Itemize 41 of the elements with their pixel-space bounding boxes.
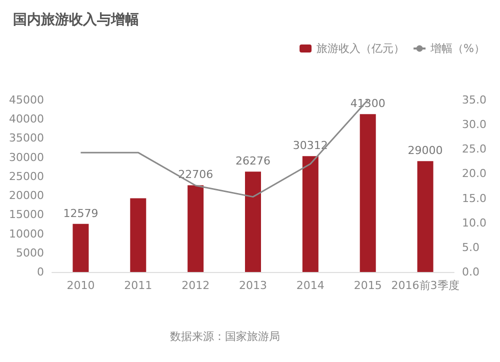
y2-tick-label: 20.0 bbox=[462, 167, 486, 180]
legend-label: 增幅（%） bbox=[430, 42, 485, 55]
y2-tick-label: 10.0 bbox=[462, 216, 486, 230]
data-label: 12579 bbox=[63, 206, 98, 220]
y-tick-label: 40000 bbox=[9, 112, 44, 126]
y2-tick-label: 5.0 bbox=[462, 240, 480, 254]
y2-tick-label: 15.0 bbox=[462, 192, 486, 205]
data-label: 26276 bbox=[236, 154, 270, 168]
x-tick-label: 2014 bbox=[296, 279, 324, 292]
y-tick-label: 20000 bbox=[9, 189, 44, 202]
y2-tick-label: 0.0 bbox=[462, 266, 480, 278]
x-tick-label: 2015 bbox=[354, 279, 382, 292]
bar bbox=[360, 114, 376, 272]
bar bbox=[245, 172, 261, 272]
y-tick-label: 15000 bbox=[9, 208, 44, 222]
y2-tick-label: 30.0 bbox=[462, 118, 486, 132]
data-label: 29000 bbox=[408, 144, 443, 158]
bar bbox=[302, 156, 318, 272]
bar bbox=[72, 224, 89, 272]
y-tick-label: 45000 bbox=[9, 94, 44, 106]
x-tick-label: 2013 bbox=[239, 279, 267, 292]
y-tick-label: 35000 bbox=[9, 132, 44, 145]
y-tick-label: 30000 bbox=[9, 150, 44, 164]
bar bbox=[417, 161, 434, 272]
data-label: 22706 bbox=[178, 168, 214, 182]
legend-label: 旅游收入（亿元） bbox=[316, 42, 405, 55]
x-tick-label: 2016前3季度 bbox=[391, 279, 460, 292]
data-label: 30312 bbox=[292, 139, 328, 152]
y2-tick-label: 25.0 bbox=[462, 142, 486, 156]
y-tick-label: 0 bbox=[37, 266, 44, 278]
y-tick-label: 10000 bbox=[9, 227, 44, 240]
chart-title: 国内旅游收入与增幅 bbox=[13, 12, 139, 28]
bar bbox=[188, 185, 204, 272]
x-tick-label: 2011 bbox=[124, 279, 152, 292]
bar bbox=[130, 198, 146, 272]
source-note: 数据来源：国家旅游局 bbox=[170, 330, 280, 343]
y-tick-label: 5000 bbox=[16, 246, 44, 260]
y-tick-label: 25000 bbox=[9, 170, 44, 183]
x-tick-label: 2010 bbox=[66, 279, 95, 292]
x-tick-label: 2012 bbox=[182, 279, 210, 292]
y2-tick-label: 35.0 bbox=[462, 94, 486, 106]
